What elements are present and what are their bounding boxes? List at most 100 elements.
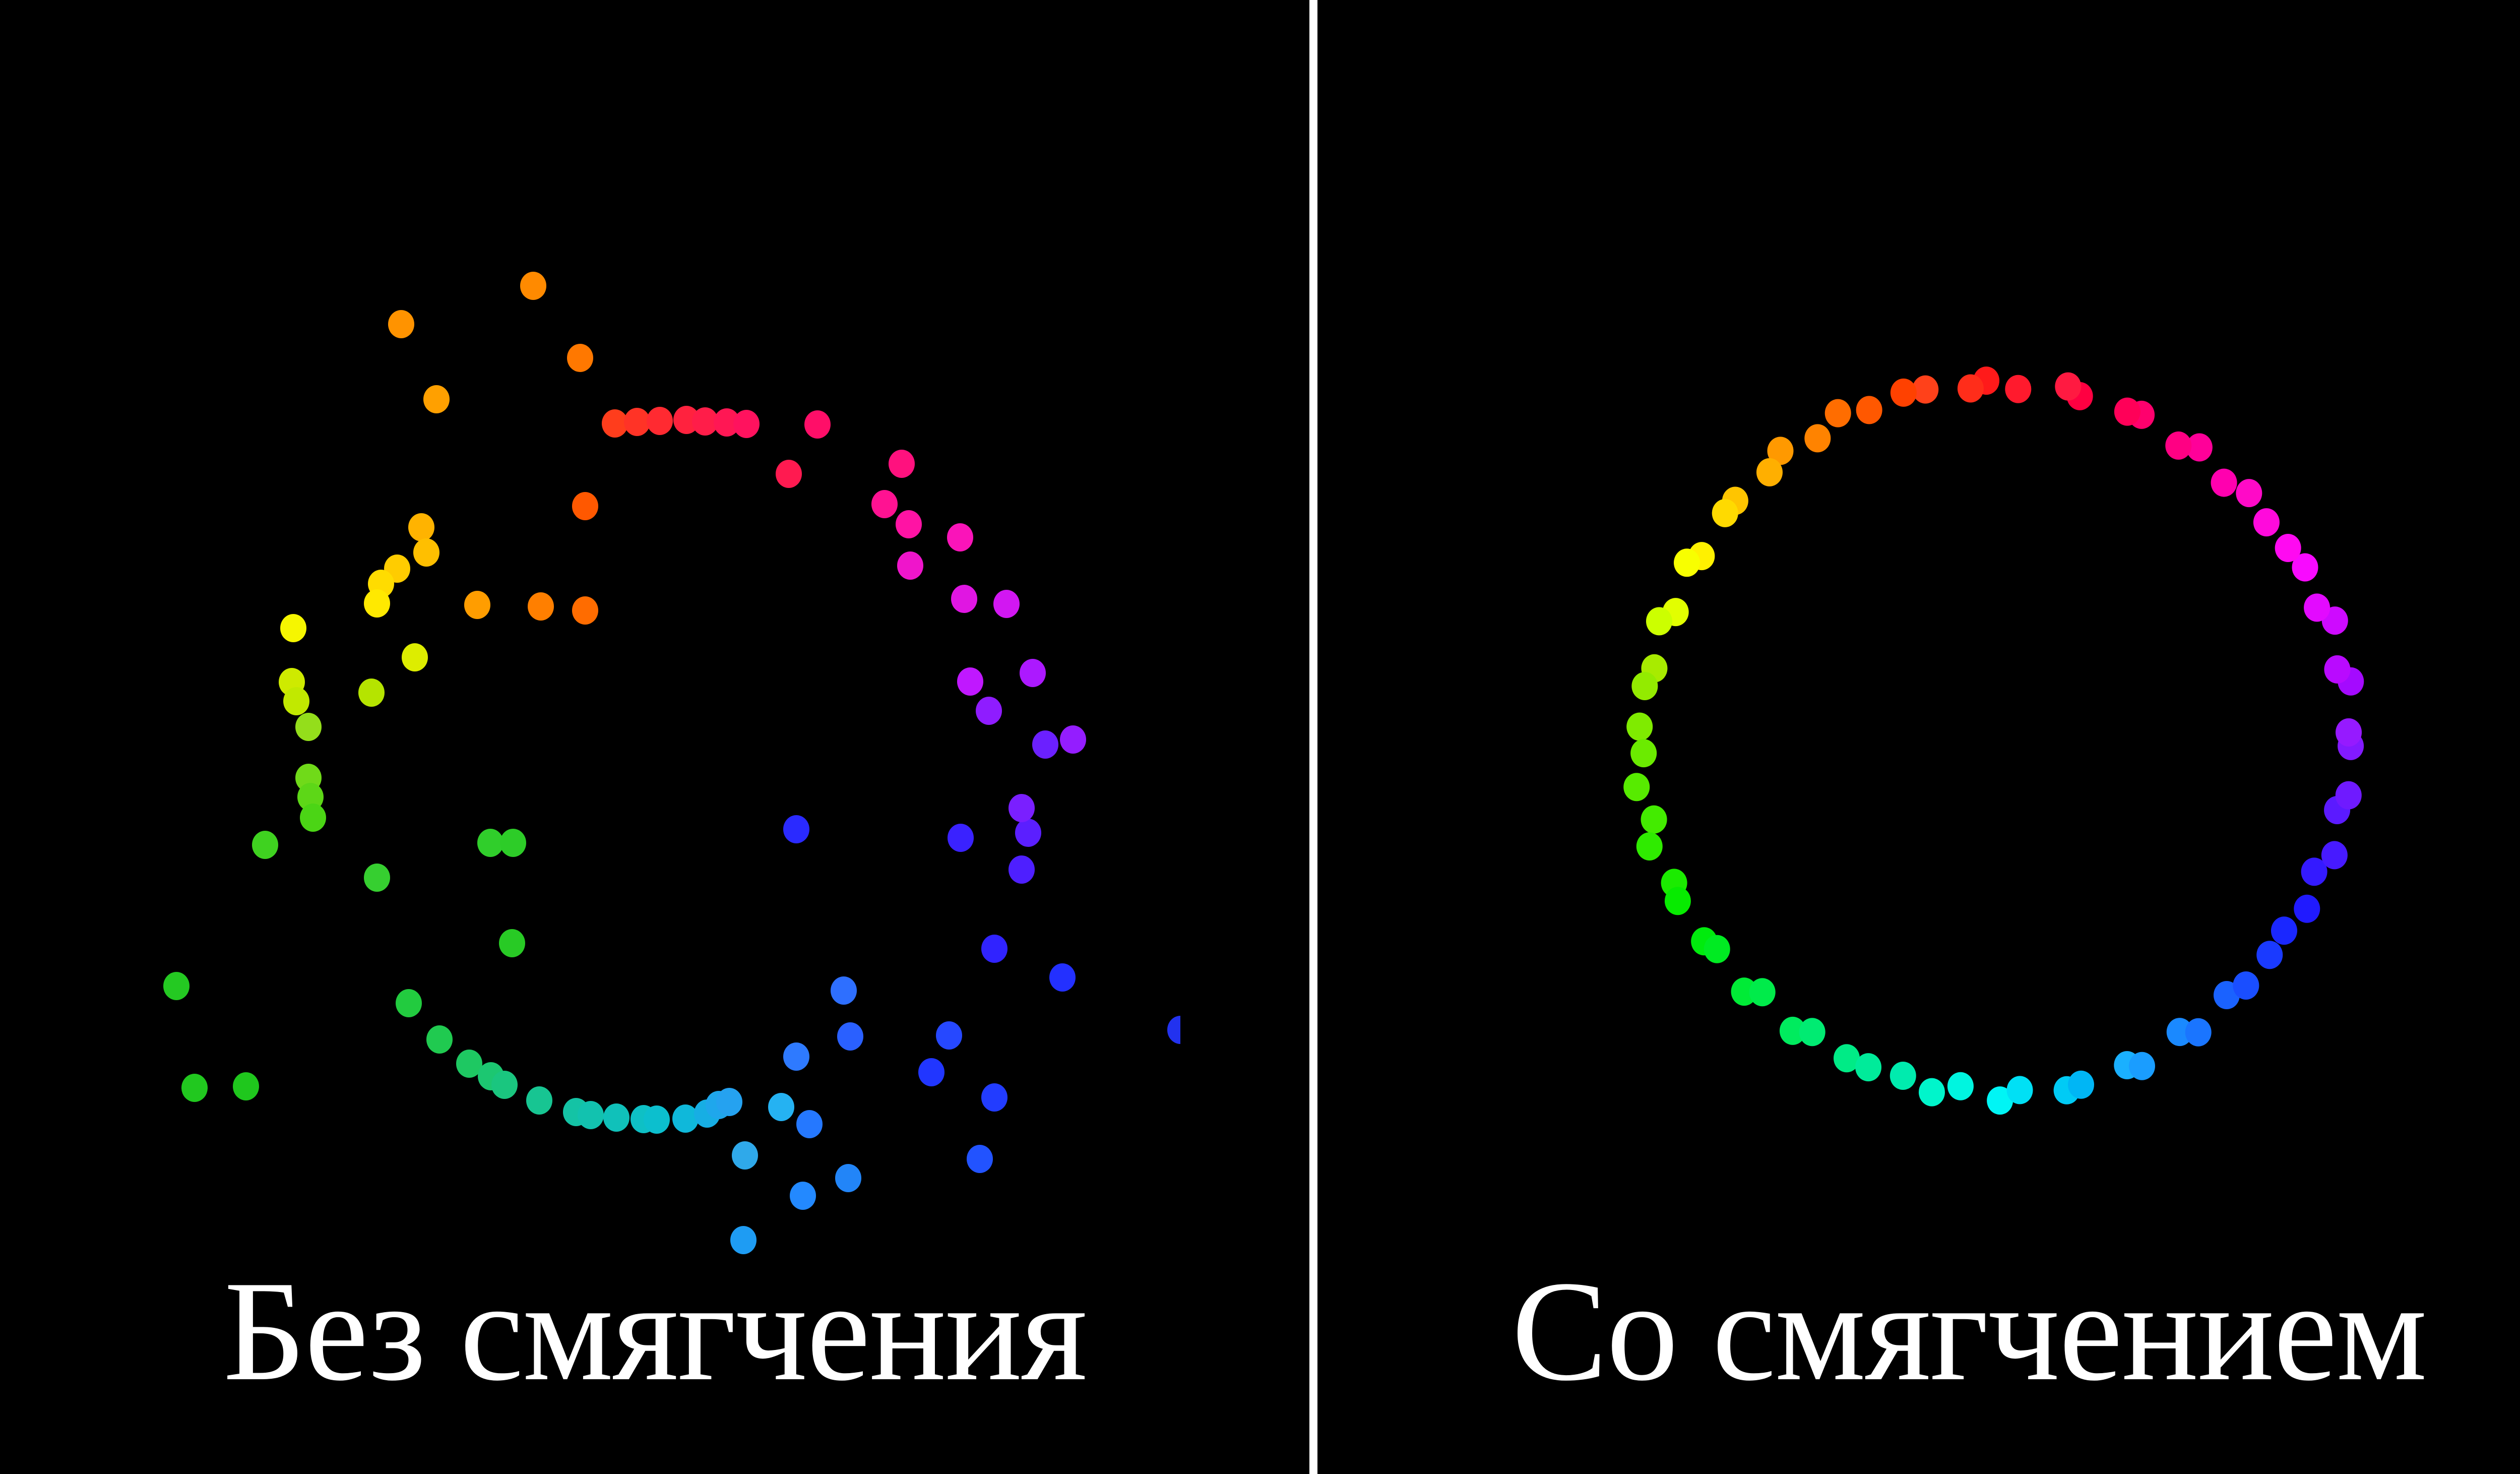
scatter-point [1987,1086,2013,1115]
scatter-point [1636,832,1663,861]
scatter-point [871,490,898,518]
scatter-point [796,1110,823,1138]
scatter-point [732,1141,758,1170]
scatter-point [396,989,422,1017]
scatter-point [413,538,439,567]
scatter-point [672,1104,699,1133]
scatter-point [572,596,598,625]
scatter-point [2292,553,2318,582]
scatter-point [936,1021,962,1050]
scatter-point [526,1086,552,1115]
scatter-point [1032,730,1058,759]
scatter-point [1020,659,1046,687]
scatter-point [464,591,490,619]
scatter-point [602,409,628,438]
scatter-point [1731,977,1757,1006]
scatter-point [673,406,700,434]
scatter-point [776,460,802,488]
scatter-point [163,972,190,1000]
scatter-point [364,864,390,892]
scatter-point [1704,935,1730,963]
scatter-point [2006,1076,2033,1104]
scatter-point [948,824,974,852]
scatter-point [2336,718,2362,747]
scatter-point [1824,399,1851,427]
scatter-point [730,1226,757,1254]
scatter-point [967,1145,993,1173]
scatter-point [981,935,1007,963]
scatter-point [2128,1052,2155,1080]
scatter-point [280,614,306,642]
scatter-point [831,976,857,1005]
scatter-point [2186,433,2213,462]
left-panel-label: Без смягчения [223,1251,1087,1410]
scatter-point [426,1025,453,1054]
scatter-point [2185,1018,2212,1047]
scatter-point [2068,1070,2095,1099]
scatter-point [896,510,922,538]
scatter-point [1799,1018,1825,1047]
scatter-point [2236,479,2262,508]
scatter-point [402,643,428,671]
scatter-point [2304,593,2330,622]
scatter-point [567,344,593,372]
scatter-point [714,408,740,437]
right-scatter-group [1623,366,2364,1115]
scatter-point [1049,963,1076,992]
scatter-point [1918,1078,1945,1107]
scatter-point [889,450,915,478]
scatter-point [2253,508,2280,537]
scatter-point [2335,781,2362,810]
scatter-point [603,1103,629,1132]
scatter-point [1749,978,1776,1007]
scatter-point [624,408,650,436]
scatter-point [837,1022,863,1051]
scatter-point [1804,424,1831,453]
scatter-point [2114,397,2140,426]
scatter-point [423,385,450,413]
scatter-point [297,783,324,811]
scatter-point [2275,534,2301,563]
scatter-point [1889,1062,1916,1090]
scatter-point [181,1074,208,1102]
scatter-point [804,410,831,439]
scatter-point [2256,941,2283,969]
scatter-point [783,1042,809,1071]
scatter-point [947,523,973,551]
right-panel-label: Со смягчением [1511,1251,2427,1410]
scatter-point [951,585,977,613]
scatter-point [1060,725,1086,754]
scatter-point [1834,1044,1860,1073]
scatter-point [1767,437,1794,465]
scatter-point [1912,375,1939,404]
scatter-point [768,1093,794,1121]
scatter-point [408,513,434,541]
scatter-point [300,804,326,832]
scatter-point [897,551,923,580]
scatter-point [456,1050,482,1078]
panel-divider [1309,0,1317,1474]
scatter-point [572,492,598,520]
scatter-point [1009,855,1035,884]
scatter-point [1957,374,1984,403]
scatter-point [2233,971,2259,1000]
scatter-point [1167,1016,1180,1044]
scatter-point [2166,1018,2193,1047]
scatter-point [283,687,309,715]
scatter-point [1009,794,1035,822]
scatter-point [918,1058,944,1086]
scatter-point [790,1182,816,1210]
scatter-point [499,929,525,957]
scatter-point [1779,1016,1806,1045]
scatter-point [733,410,760,438]
scatter-point [358,679,385,707]
scatter-point [2211,468,2237,497]
scatter-point [2301,857,2327,886]
scatter-point [500,829,526,857]
scatter-point [835,1164,861,1192]
scatter-point [1641,805,1667,834]
scatter-point [647,407,673,435]
scatter-point [1015,819,1041,847]
